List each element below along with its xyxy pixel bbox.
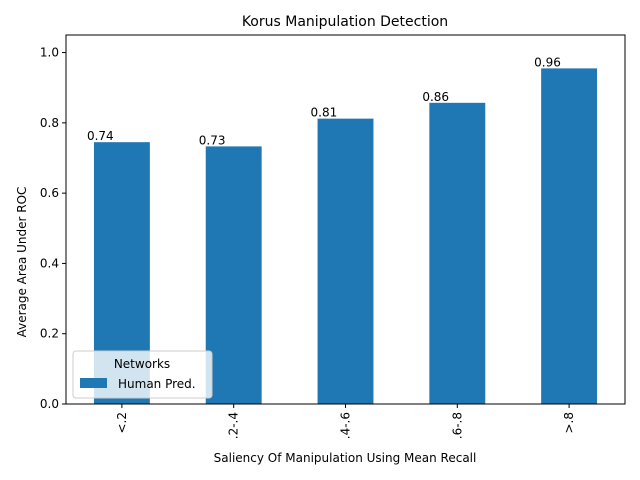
chart-title: Korus Manipulation Detection	[242, 14, 448, 30]
y-tick-label-1: 0.2	[40, 327, 59, 341]
data-label-2: 0.81	[311, 106, 338, 120]
bar-2	[317, 118, 374, 404]
bar-3	[429, 102, 486, 404]
x-tick-label-2: .4-.6	[339, 412, 353, 439]
data-label-1: 0.73	[199, 133, 226, 147]
x-tick-label-1: .2-.4	[227, 412, 241, 439]
bar-1	[205, 146, 262, 404]
y-tick-label-5: 1.0	[40, 46, 59, 60]
y-tick-label-3: 0.6	[40, 186, 59, 200]
legend: Networks Human Pred.	[72, 350, 213, 399]
bar-4	[541, 68, 598, 404]
data-label-3: 0.86	[422, 90, 449, 104]
y-tick-label-2: 0.4	[40, 256, 59, 270]
legend-frame	[72, 350, 213, 399]
legend-entry-label: Human Pred.	[118, 377, 196, 391]
x-axis-label: Saliency Of Manipulation Using Mean Reca…	[214, 451, 477, 465]
y-tick-label-0: 0.0	[40, 397, 59, 411]
x-tick-label-0: <.2	[115, 412, 129, 434]
data-label-4: 0.96	[534, 55, 561, 69]
legend-swatch	[80, 378, 107, 388]
x-tick-label-4: >.8	[562, 412, 576, 434]
x-tick-label-3: .6-.8	[450, 412, 464, 439]
y-tick-label-4: 0.8	[40, 116, 59, 130]
y-axis-label: Average Area Under ROC	[15, 187, 29, 338]
legend-title: Networks	[114, 357, 170, 371]
data-label-0: 0.74	[87, 129, 114, 143]
plot-area: 0.74 0.73 0.81 0.86 0.96 0.0 0.2 0.4 0.6 0.8 1.0 <.…	[40, 34, 626, 439]
